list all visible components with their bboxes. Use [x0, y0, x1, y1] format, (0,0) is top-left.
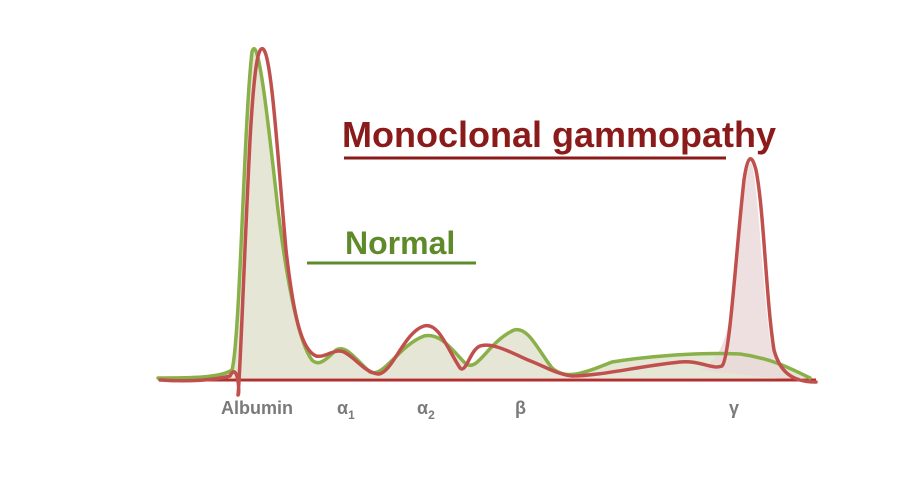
fraction-label-gamma: γ: [729, 398, 739, 418]
fraction-label-albumin: Albumin: [221, 398, 293, 418]
fraction-label-beta: β: [515, 398, 526, 418]
fraction-subscript: 2: [428, 408, 435, 422]
normal-legend-label: Normal: [345, 225, 455, 261]
fraction-symbol: α: [337, 398, 348, 418]
fraction-symbol: α: [417, 398, 428, 418]
fraction-subscript: 1: [348, 408, 355, 422]
mono-legend-label: Monoclonal gammopathy: [342, 114, 776, 155]
fraction-label-alpha2: α2: [417, 398, 435, 422]
normal-curve-fill: [158, 48, 810, 379]
mono-curve: [158, 46, 818, 397]
fraction-label-alpha1: α1: [337, 398, 355, 422]
mono-curve-fill: [700, 163, 812, 382]
